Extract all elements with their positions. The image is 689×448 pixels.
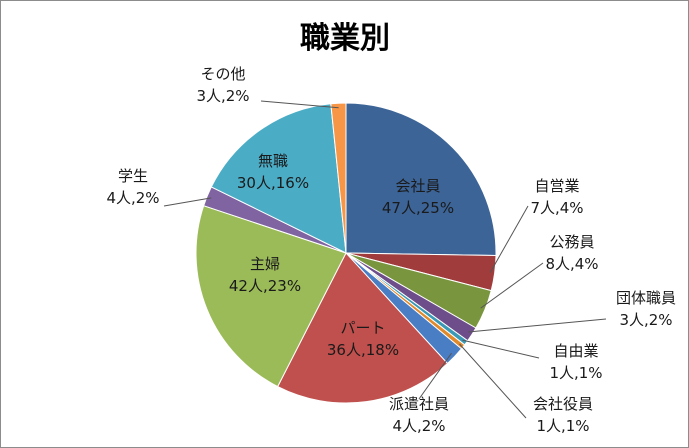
leader-line-2 [489, 205, 529, 273]
slice-value-label: 3人,2% [619, 311, 672, 329]
leader-line-5 [462, 339, 540, 359]
slice-name-label: 会社員 [395, 177, 440, 195]
slice-value-label: 1人,1% [549, 364, 602, 382]
slice-value-label: 47人,25% [382, 199, 454, 217]
pie-slice-12 [330, 102, 347, 254]
slice-name-label: 無職 [258, 152, 288, 170]
leader-line-12 [260, 100, 339, 109]
slice-value-label: 8人,4% [545, 255, 598, 273]
slice-name-label: 学生 [118, 167, 148, 185]
pie-slice-1 [345, 102, 497, 257]
pie-slice-11 [210, 103, 347, 254]
slice-name-label: 自営業 [534, 177, 579, 195]
slice-name-label: 会社役員 [533, 395, 593, 413]
slice-value-label: 30人,16% [237, 174, 309, 192]
slice-name-label: パート [340, 319, 385, 337]
pie-slice-8 [277, 252, 449, 404]
slice-name-label: 主婦 [250, 255, 280, 273]
leader-lines [163, 100, 607, 419]
slice-name-label: 公務員 [549, 233, 594, 251]
leader-line-4 [468, 318, 607, 333]
slice-value-label: 1人,1% [536, 417, 589, 435]
leader-line-10 [163, 197, 212, 207]
slice-name-label: 団体職員 [616, 289, 676, 307]
slice-value-label: 3人,2% [196, 87, 249, 105]
slice-value-label: 36人,18% [327, 341, 399, 359]
pie-slice-9 [195, 205, 347, 388]
leader-line-7 [418, 352, 452, 400]
slice-name-label: その他 [200, 65, 245, 83]
slice-value-label: 42人,23% [229, 277, 301, 295]
slice-name-label: 自由業 [553, 342, 598, 360]
pie-slices [195, 102, 497, 404]
slice-value-label: 7人,4% [530, 199, 583, 217]
leader-line-6 [459, 343, 527, 419]
leader-line-3 [480, 262, 544, 309]
slice-value-label: 4人,2% [106, 189, 159, 207]
slice-name-label: 派遣社員 [389, 395, 449, 413]
slice-value-label: 4人,2% [392, 417, 445, 435]
data-labels: 会社員 47人,25% 自営業 7人,4% 公務員 8人,4% 団体職員 3人,2% 自由業 1人… [106, 65, 676, 435]
chart-title: 職業別 [300, 21, 390, 56]
